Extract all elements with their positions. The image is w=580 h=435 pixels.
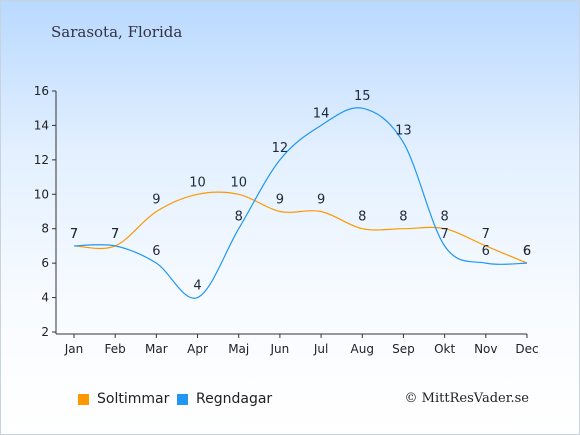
x-tick-label: Apr (187, 342, 208, 356)
data-label-soltimmar: 7 (482, 227, 490, 242)
legend-soltimmar: Soltimmar (78, 391, 169, 407)
x-tick-label: Mar (145, 342, 168, 356)
data-label-regndagar: 6 (482, 244, 490, 259)
data-label-soltimmar: 7 (70, 227, 78, 242)
data-label-regndagar: 7 (440, 227, 448, 242)
data-label-soltimmar: 9 (276, 193, 284, 208)
data-label-regndagar: 13 (395, 124, 412, 139)
data-label-regndagar: 7 (70, 227, 78, 242)
x-tick-label: Sep (392, 342, 415, 356)
y-tick-label: 10 (34, 187, 49, 201)
series-line-regndagar (73, 107, 528, 299)
y-tick-label: 6 (41, 256, 49, 270)
x-tick-label: Okt (434, 342, 455, 356)
data-label-regndagar: 15 (354, 89, 371, 104)
x-tick-label: Feb (105, 342, 126, 356)
x-tick-label: Nov (474, 342, 497, 356)
y-tick-label: 14 (34, 118, 49, 132)
series-line-soltimmar (73, 191, 528, 264)
data-label-soltimmar: 9 (152, 193, 160, 208)
data-label-soltimmar: 9 (317, 193, 325, 208)
data-label-soltimmar: 8 (440, 210, 448, 225)
x-tick-label: Jul (313, 342, 328, 356)
legend-regndagar: Regndagar (177, 391, 272, 407)
location-title: Sarasota, Florida (51, 23, 183, 41)
legend-label-soltimmar: Soltimmar (97, 391, 170, 407)
data-label-regndagar: 6 (523, 244, 531, 259)
site-credit: © MittResVader.se (404, 391, 529, 406)
data-label-soltimmar: 6 (523, 244, 531, 259)
data-label-regndagar: 14 (313, 106, 330, 121)
legend-label-regndagar: Regndagar (196, 391, 273, 407)
legend-swatch-regndagar (177, 393, 188, 405)
data-label-soltimmar: 7 (111, 227, 119, 242)
data-label-soltimmar: 8 (399, 210, 407, 225)
y-tick-label: 4 (41, 291, 49, 305)
y-tick-label: 12 (34, 153, 49, 167)
data-label-regndagar: 8 (235, 210, 243, 225)
data-label-soltimmar: 10 (189, 175, 206, 190)
x-tick-label: Maj (228, 342, 249, 356)
y-tick-label: 2 (41, 325, 49, 339)
data-label-regndagar: 12 (272, 141, 289, 156)
x-tick-label: Dec (515, 342, 538, 356)
x-tick-label: Jan (64, 342, 84, 356)
data-label-regndagar: 6 (152, 244, 160, 259)
data-label-regndagar: 7 (111, 227, 119, 242)
y-tick-label: 16 (34, 84, 49, 98)
x-tick-label: Jun (270, 342, 290, 356)
legend-swatch-soltimmar (78, 393, 89, 405)
y-tick-label: 8 (41, 222, 49, 236)
data-label-soltimmar: 8 (358, 210, 366, 225)
data-label-regndagar: 4 (193, 279, 201, 294)
data-label-soltimmar: 10 (230, 175, 247, 190)
x-tick-label: Aug (351, 342, 374, 356)
